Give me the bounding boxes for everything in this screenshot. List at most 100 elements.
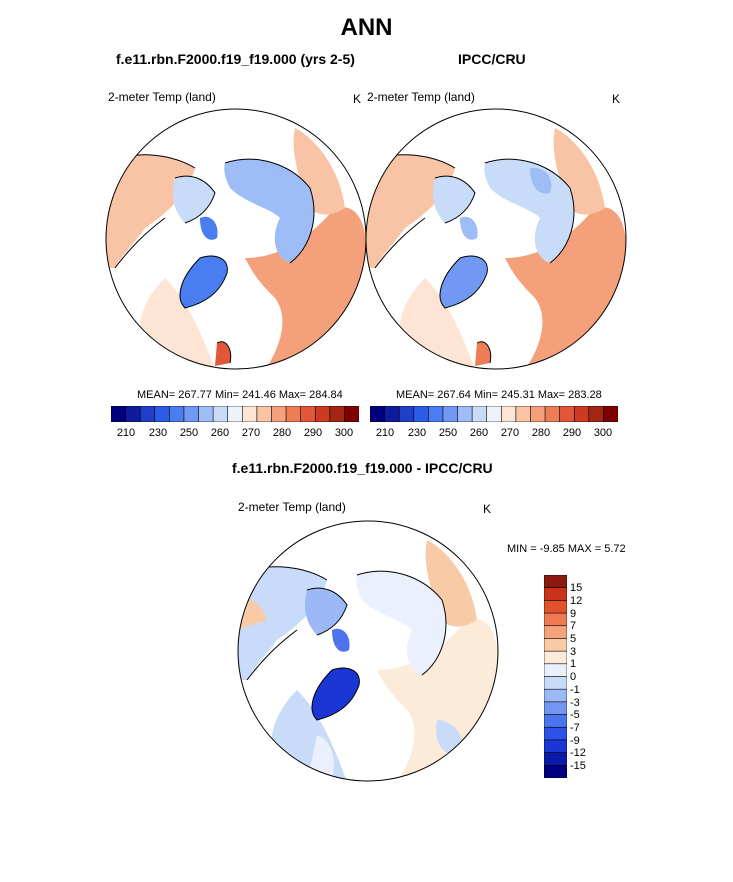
left-colorbar-swatch-15	[329, 406, 345, 422]
diff-west-land	[238, 566, 327, 680]
diff-colorbar-swatch-8	[544, 676, 567, 690]
right-tick-280: 280	[531, 427, 551, 439]
diff-colorbar-swatch-15	[544, 765, 567, 778]
diff-tick-neg3: -3	[570, 697, 580, 709]
right-colorbar-swatch-4	[428, 406, 444, 422]
left-colorbar-swatch-5	[183, 406, 200, 422]
left-case-title: f.e11.rbn.F2000.f19_f19.000 (yrs 2-5)	[116, 51, 355, 67]
diff-colorbar-swatch-4	[544, 625, 567, 639]
right-colorbar-swatch-5	[442, 406, 459, 422]
diff-tick-neg5: -5	[570, 709, 580, 721]
left-unit-label: K	[353, 92, 362, 106]
diff-north-land	[356, 571, 446, 675]
right-colorbar-swatch-11	[530, 406, 546, 422]
diff-tick-neg1: -1	[570, 684, 580, 696]
diff-tick-12: 12	[570, 595, 583, 607]
right-colorbar-swatch-10	[515, 406, 531, 422]
right-tick-230: 230	[407, 427, 427, 439]
left-colorbar-swatch-10	[256, 406, 272, 422]
left-tick-280: 280	[272, 427, 292, 439]
diff-tick-15: 15	[570, 582, 583, 594]
diff-colorbar-swatch-5	[544, 638, 567, 652]
diff-unit-label: K	[483, 502, 492, 516]
right-tick-260: 260	[469, 427, 489, 439]
diff-colorbar	[544, 575, 567, 778]
left-colorbar-swatch-4	[169, 406, 185, 422]
right-colorbar-swatch-16	[603, 406, 618, 422]
right-polar-map	[365, 108, 627, 370]
left-tick-300: 300	[334, 427, 354, 439]
right-tick-270: 270	[500, 427, 520, 439]
right-colorbar-swatch-0	[370, 406, 386, 422]
right-colorbar-swatch-1	[384, 406, 400, 422]
left-colorbar-swatch-13	[300, 406, 316, 422]
diff-tick-neg7: -7	[570, 722, 580, 734]
right-stats: MEAN= 267.64 Min= 245.31 Max= 283.28	[396, 389, 602, 401]
right-case-title: IPCC/CRU	[458, 51, 526, 67]
left-warm-land	[106, 154, 195, 268]
left-colorbar-swatch-16	[344, 406, 359, 422]
left-colorbar-swatch-8	[227, 406, 243, 422]
left-colorbar-swatch-9	[241, 406, 258, 422]
right-colorbar-swatch-2	[398, 406, 415, 422]
diff-variable-label: 2-meter Temp (land)	[238, 500, 346, 514]
left-tick-210: 210	[116, 427, 136, 439]
diff-colorbar-swatch-14	[544, 752, 567, 766]
diff-tick-7: 7	[570, 620, 577, 632]
left-polar-map	[105, 108, 367, 370]
diff-tick-3: 3	[570, 646, 577, 658]
diff-stats: MIN = -9.85 MAX = 5.72	[507, 543, 626, 555]
diff-tick-9: 9	[570, 608, 577, 620]
left-tick-270: 270	[241, 427, 261, 439]
diff-colorbar-swatch-0	[544, 575, 567, 589]
right-cold-land	[484, 159, 574, 263]
diff-colorbar-swatch-2	[544, 600, 567, 614]
right-tick-250: 250	[438, 427, 458, 439]
diff-tick-neg9: -9	[570, 735, 580, 747]
left-tick-230: 230	[148, 427, 168, 439]
left-variable-label: 2-meter Temp (land)	[108, 90, 216, 104]
left-colorbar-swatch-12	[285, 406, 302, 422]
left-stats: MEAN= 267.77 Min= 241.46 Max= 284.84	[137, 389, 343, 401]
right-colorbar-swatch-13	[559, 406, 575, 422]
right-colorbar-swatch-12	[544, 406, 561, 422]
right-tick-210: 210	[375, 427, 395, 439]
left-colorbar-swatch-14	[314, 406, 331, 422]
diff-colorbar-swatch-12	[544, 726, 567, 741]
diff-colorbar-swatch-10	[544, 701, 567, 716]
diff-colorbar-swatch-11	[544, 714, 567, 728]
diff-colorbar-swatch-13	[544, 739, 567, 754]
right-colorbar	[370, 406, 618, 422]
diff-polar-map	[237, 520, 499, 782]
diff-colorbar-swatch-6	[544, 650, 567, 665]
right-colorbar-swatch-6	[457, 406, 473, 422]
left-colorbar-swatch-3	[154, 406, 170, 422]
right-tick-290: 290	[562, 427, 582, 439]
diff-colorbar-swatch-3	[544, 612, 567, 627]
right-colorbar-swatch-9	[500, 406, 517, 422]
right-variable-label: 2-meter Temp (land)	[367, 90, 475, 104]
diff-greenland	[312, 668, 360, 720]
left-tick-290: 290	[303, 427, 323, 439]
diff-tick-5: 5	[570, 633, 577, 645]
diff-case-title: f.e11.rbn.F2000.f19_f19.000 - IPCC/CRU	[232, 460, 493, 476]
left-colorbar-swatch-1	[125, 406, 141, 422]
right-colorbar-swatch-14	[573, 406, 590, 422]
right-colorbar-swatch-8	[486, 406, 502, 422]
right-warm-land	[366, 154, 455, 268]
left-colorbar-swatch-7	[212, 406, 229, 422]
left-cold-land	[224, 159, 314, 263]
right-colorbar-swatch-7	[471, 406, 488, 422]
left-greenland	[180, 256, 228, 308]
right-greenland	[440, 256, 488, 308]
diff-tick-neg12: -12	[570, 747, 586, 759]
right-unit-label: K	[612, 92, 621, 106]
left-tick-260: 260	[210, 427, 230, 439]
page-title: ANN	[340, 14, 393, 41]
left-tick-250: 250	[179, 427, 199, 439]
right-tick-300: 300	[593, 427, 613, 439]
left-colorbar-swatch-6	[198, 406, 214, 422]
right-colorbar-swatch-3	[413, 406, 429, 422]
left-colorbar-swatch-11	[271, 406, 287, 422]
left-colorbar-swatch-0	[111, 406, 127, 422]
